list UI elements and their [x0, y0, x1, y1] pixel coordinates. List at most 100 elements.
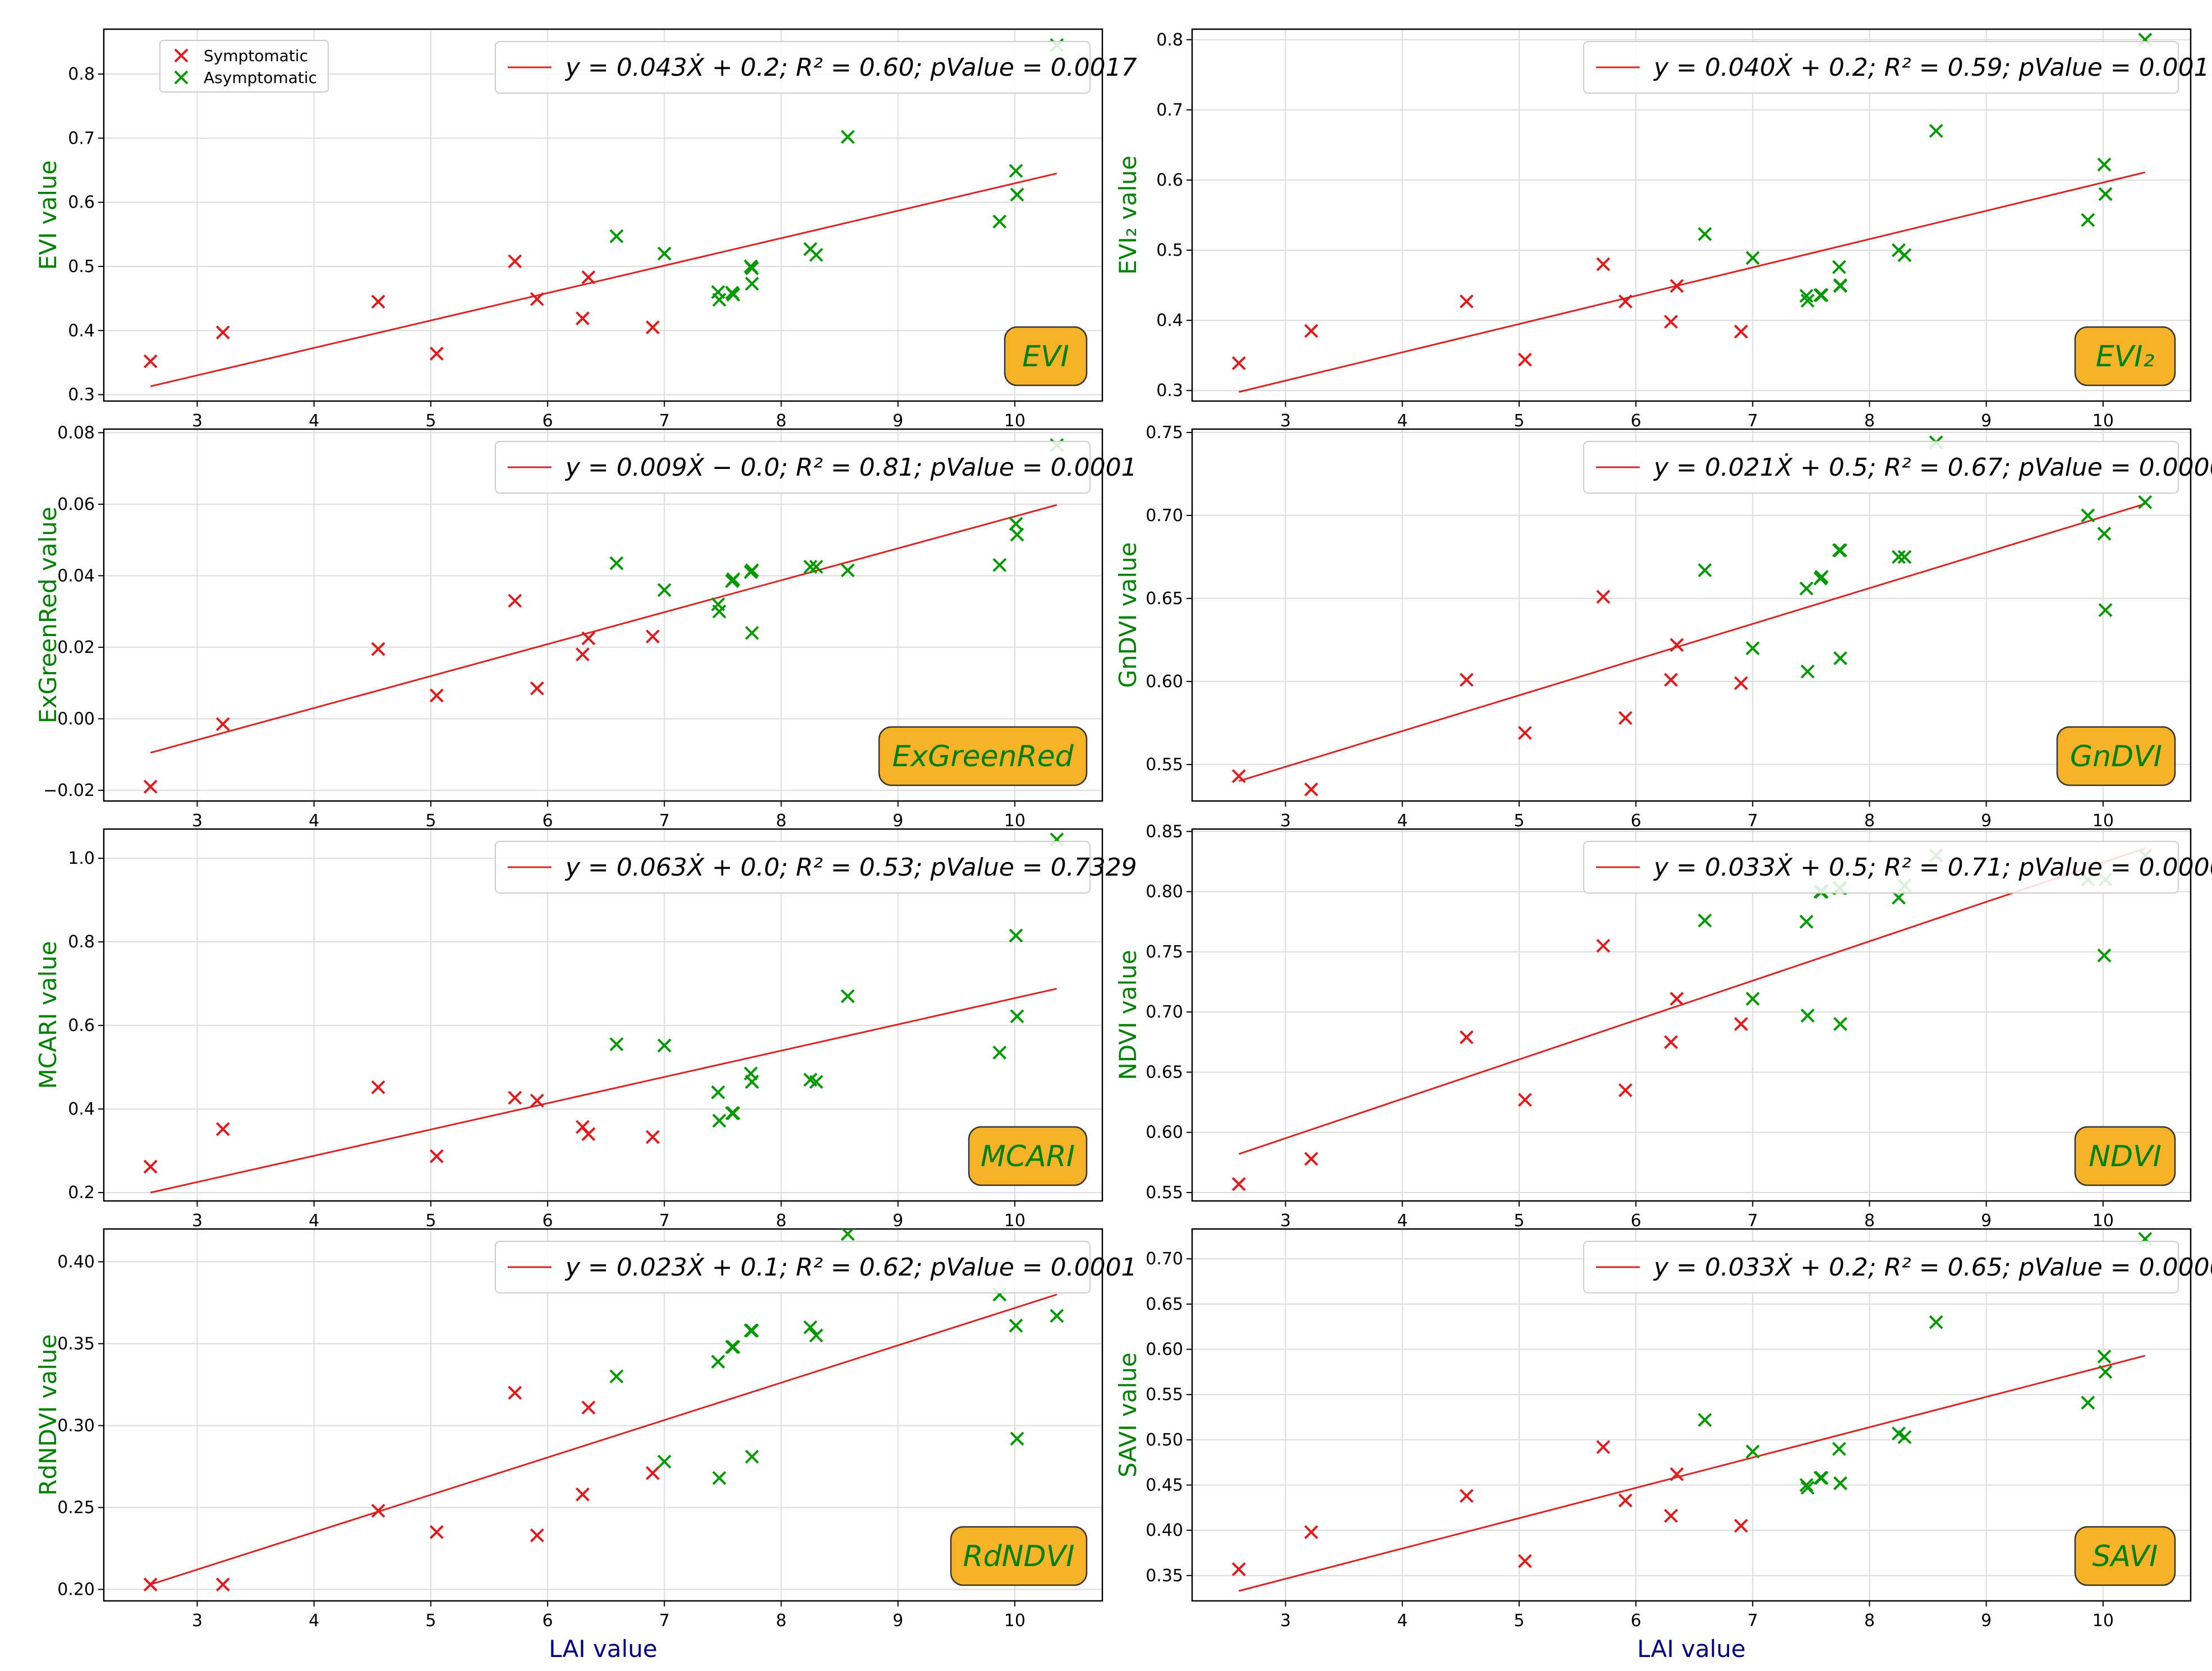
- asymptomatic-point: [1698, 1412, 1712, 1427]
- equation-text: y = 0.009Ẋ − 0.0; R² = 0.81; pValue = 0.…: [564, 453, 1137, 482]
- asymptomatic-point: [1814, 570, 1829, 584]
- asymptomatic-point: [2098, 187, 2113, 201]
- x-tick-label: 3: [192, 411, 203, 431]
- symptomatic-point: [429, 1525, 444, 1539]
- asymptomatic-point: [1929, 1315, 1943, 1329]
- y-tick-label: 0.70: [1146, 1002, 1183, 1022]
- symptomatic-point: [508, 1385, 522, 1400]
- x-tick-label: 4: [1397, 811, 1408, 831]
- asymptomatic-point: [2138, 495, 2153, 509]
- index-badge: [950, 1526, 1088, 1586]
- y-tick-label: 0.65: [1146, 1295, 1183, 1314]
- symptomatic-point: [1517, 1093, 1532, 1107]
- asymptomatic-point: [840, 563, 855, 578]
- symptomatic-point: [576, 1487, 590, 1502]
- symptomatic-point: [530, 681, 544, 696]
- y-tick-label: 0.6: [1156, 171, 1183, 190]
- asymptomatic-point: [992, 558, 1007, 572]
- symptomatic-point: [429, 346, 444, 361]
- asymptomatic-point: [712, 292, 726, 307]
- asymptomatic-point: [1897, 550, 1912, 564]
- symptomatic-point: [1304, 1152, 1318, 1166]
- data-layer: [143, 38, 1064, 388]
- symptomatic-point: [581, 1400, 596, 1415]
- x-tick-label: 8: [1864, 811, 1875, 831]
- data-layer: [1231, 1232, 2153, 1592]
- asymptomatic-point: [840, 989, 855, 1003]
- equation-text: y = 0.023Ẋ + 0.1; R² = 0.62; pValue = 0.…: [564, 1253, 1137, 1282]
- index-badge: [968, 1126, 1088, 1186]
- x-tick-label: 3: [1280, 1611, 1291, 1631]
- y-tick-label: 0.02: [57, 638, 95, 657]
- subplot-ndvi: 3 4 5 6 7 8 9 10 0.55 0.60 0.65 0.70 0.75 0.80 0.85 NDV…: [1114, 822, 2212, 1231]
- asymptomatic-point: [1799, 914, 1814, 929]
- symptomatic-point: [1734, 1017, 1748, 1032]
- y-tick-label: 0.55: [1146, 1385, 1183, 1405]
- y-tick-label: 0.5: [1156, 241, 1183, 260]
- symptomatic-point: [1664, 1035, 1678, 1049]
- asymptomatic-point: [1009, 928, 1023, 943]
- asymptomatic-point: [1800, 664, 1815, 679]
- symptomatic-point: [215, 1122, 230, 1136]
- equation-text: y = 0.043Ẋ + 0.2; R² = 0.60; pValue = 0.…: [564, 53, 1137, 82]
- asymptomatic-point: [726, 1339, 741, 1354]
- asymptomatic-point: [1799, 581, 1814, 596]
- symptomatic-point: [1304, 782, 1318, 797]
- y-axis-label: ExGreenRed value: [34, 507, 62, 723]
- x-tick-label: 5: [1514, 1611, 1524, 1631]
- x-tick-label: 9: [1981, 811, 1992, 831]
- axes-frame: [1191, 828, 2192, 1202]
- x-tick-label: 4: [309, 811, 319, 831]
- symptomatic-point: [508, 254, 522, 269]
- subplot-rdndvi: 3 4 5 6 7 8 9 10 0.20 0.25 0.30 0.35 0.40 RdNDVI valu…: [34, 1228, 1137, 1663]
- equation-text: y = 0.063Ẋ + 0.0; R² = 0.53; pValue = 0.…: [564, 853, 1137, 882]
- y-tick-label: 0.65: [1146, 1062, 1183, 1082]
- index-badge: [2074, 1526, 2176, 1586]
- index-badge: [878, 726, 1088, 786]
- asymptomatic-point: [657, 246, 672, 261]
- x-tick-label: 7: [1747, 811, 1758, 831]
- x-tick-label: 6: [542, 1611, 553, 1631]
- x-axis-label: LAI value: [1637, 1635, 1746, 1663]
- y-tick-label: 0.60: [1146, 1340, 1183, 1360]
- subplot-mcari: 3 4 5 6 7 8 9 10 0.2 0.4 0.6 0.8 1.0 MCARI value y = 0…: [34, 828, 1137, 1231]
- x-tick-label: 8: [1864, 1211, 1875, 1231]
- asymptomatic-point: [745, 563, 759, 578]
- symptomatic-point: [143, 354, 158, 369]
- asymptomatic-point: [1745, 992, 1760, 1006]
- equation-legend-box: [1583, 41, 2179, 94]
- symptomatic-point: [371, 1080, 385, 1094]
- asymptomatic-point: [712, 1113, 726, 1128]
- subplot-gndvi: 3 4 5 6 7 8 9 10 0.55 0.60 0.65 0.70 0.75 GnDVI value…: [1114, 423, 2212, 831]
- asymptomatic-point: [1897, 1430, 1912, 1444]
- symptomatic-point: [646, 320, 660, 334]
- asymptomatic-point: [1800, 1480, 1815, 1495]
- asymptomatic-point: [711, 1355, 725, 1369]
- y-tick-label: 0.7: [68, 128, 95, 148]
- y-tick-label: 0.35: [57, 1334, 95, 1354]
- index-badge-label: SAVI: [2093, 1540, 2158, 1573]
- asymptomatic-point: [1833, 1017, 1847, 1032]
- asymptomatic-point: [1897, 248, 1912, 263]
- legend-asymptomatic-label: Asymptomatic: [204, 68, 317, 87]
- y-tick-label: 0.20: [57, 1580, 95, 1600]
- symptomatic-point: [215, 1577, 230, 1592]
- y-tick-label: 0.08: [57, 423, 95, 443]
- symptomatic-point: [1517, 726, 1532, 740]
- symptomatic-point: [1664, 1508, 1678, 1523]
- asymptomatic-point: [1745, 251, 1760, 265]
- x-tick-label: 3: [1280, 811, 1291, 831]
- equation-legend-box: [1583, 441, 2179, 494]
- asymptomatic-point: [657, 583, 672, 597]
- x-tick-label: 10: [2093, 411, 2114, 431]
- asymptomatic-point: [745, 625, 759, 640]
- regression-line: [150, 988, 1057, 1194]
- asymptomatic-point: [2098, 603, 2113, 618]
- legend-symptomatic-label: Symptomatic: [204, 47, 308, 65]
- asymptomatic-point: [809, 247, 824, 262]
- x-tick-label: 5: [425, 811, 436, 831]
- y-tick-label: 0.3: [1156, 381, 1183, 401]
- regression-line: [150, 504, 1057, 754]
- asymptomatic-point: [809, 1075, 824, 1089]
